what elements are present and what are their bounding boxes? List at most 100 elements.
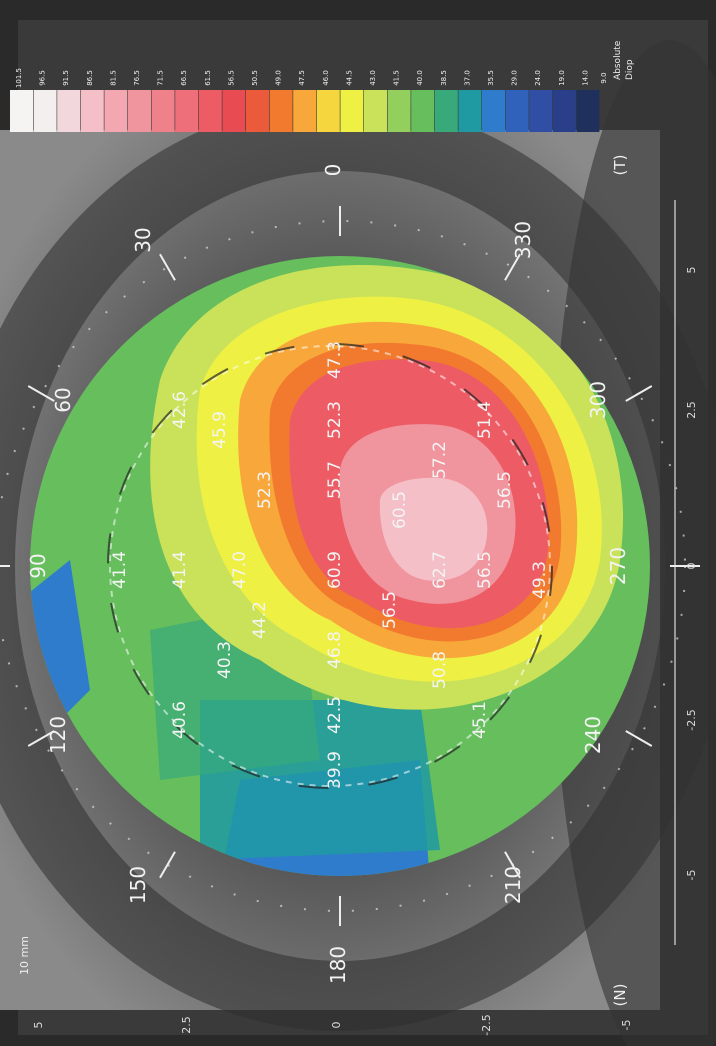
scale-tick-label: 35.5 — [487, 70, 495, 86]
scale-swatch — [505, 90, 529, 132]
curvature-value: 56.5 — [475, 551, 495, 589]
curvature-value: 51.4 — [475, 401, 495, 439]
curvature-value: 56.5 — [380, 591, 400, 629]
axis-bottom-label: -5 — [685, 870, 698, 881]
scale-tick-label: 44.5 — [345, 70, 353, 86]
axis-bottom-labels: 5 2.5 0 -2.5 -5 — [685, 267, 698, 881]
meridian-label: 240 — [581, 716, 605, 754]
curvature-value: 46.8 — [325, 631, 345, 669]
meridian-label: 150 — [126, 866, 150, 904]
scale-swatch — [33, 90, 57, 132]
meridian-label: 180 — [326, 946, 350, 984]
scale-tick-label: 50.5 — [251, 70, 259, 86]
scale-swatch — [57, 90, 81, 132]
axis-left-label: -5 — [620, 1020, 633, 1031]
meridian-tick — [625, 385, 653, 402]
scale-swatch — [10, 90, 33, 132]
curvature-value: 47.0 — [230, 551, 250, 589]
axis-left-labels: 5 2.5 0 -2.5 -5 — [32, 1014, 633, 1035]
scale-tick-label: 101.5 — [15, 68, 23, 88]
scale-unit-sub-label: Diop — [625, 59, 635, 80]
curvature-value: 50.8 — [430, 651, 450, 689]
curvature-value: 49.3 — [530, 561, 550, 599]
corneal-color-map — [30, 256, 650, 876]
scale-tick-label: 96.5 — [39, 70, 47, 86]
scale-tick-label: 86.5 — [86, 70, 94, 86]
scale-swatch — [198, 90, 222, 132]
scale-tick-label: 43.0 — [369, 70, 377, 86]
scale-tick-label: 24.0 — [534, 70, 542, 86]
curvature-value: 47.3 — [325, 341, 345, 379]
scale-swatch — [246, 90, 269, 132]
scale-tick-label: 46.0 — [322, 70, 330, 86]
scale-swatch — [104, 90, 128, 132]
axis-left-label: -2.5 — [480, 1014, 493, 1035]
curvature-value: 62.7 — [430, 551, 450, 589]
scale-tick-label: 81.5 — [109, 70, 117, 86]
corner-scale-label: 10 mm — [18, 936, 31, 975]
curvature-value: 52.3 — [255, 471, 275, 509]
meridian-label: 90 — [26, 553, 50, 578]
axis-bottom-label: 5 — [685, 267, 698, 274]
curvature-value: 40.3 — [215, 641, 235, 679]
meridian-label: 270 — [606, 547, 630, 585]
curvature-value-labels: 47.3 52.3 55.7 52.3 45.9 42.6 51.4 57.2 60.5 60.9… — [110, 341, 550, 789]
temporal-label: (T) — [611, 155, 629, 176]
color-scale: 101.5 96.5 91.5 86.5 81.5 76.5 71.5 66.5 61.5 56.… — [10, 40, 635, 132]
curvature-value: 57.2 — [430, 441, 450, 479]
scale-tick-label: 19.0 — [558, 70, 566, 86]
scale-swatch — [340, 90, 364, 132]
curvature-value: 45.9 — [210, 411, 230, 449]
meridian-tick — [27, 385, 55, 402]
scale-swatch — [552, 90, 576, 132]
meridian-tick — [504, 851, 521, 879]
scale-swatch — [576, 90, 600, 132]
scale-swatch — [269, 90, 293, 132]
scale-tick-label: 29.0 — [511, 70, 519, 86]
scale-swatch — [482, 90, 505, 132]
pupil-outline — [109, 345, 551, 787]
meridian-label: 210 — [501, 866, 525, 904]
meridian-tick — [504, 253, 521, 281]
curvature-value: 55.7 — [325, 461, 345, 499]
curvature-value: 45.1 — [470, 701, 490, 739]
scale-swatch — [222, 90, 246, 132]
scale-swatch — [529, 90, 553, 132]
meridian-tick — [27, 730, 55, 747]
meridian-label: 300 — [586, 381, 610, 419]
scale-tick-label: 66.5 — [180, 70, 188, 86]
scale-tick-label: 37.0 — [463, 70, 471, 86]
scale-swatch — [151, 90, 175, 132]
scale-swatch — [434, 90, 458, 132]
curvature-value: 42.6 — [170, 391, 190, 429]
curvature-value: 60.9 — [325, 551, 345, 589]
meridian-tick — [159, 851, 176, 879]
meridian-label: 0 — [321, 164, 345, 177]
meridian-label: 60 — [51, 387, 75, 412]
axis-bottom-label: 2.5 — [685, 401, 698, 419]
scale-tick-label: 49.0 — [275, 70, 283, 86]
scale-tick-label: 61.5 — [204, 70, 212, 86]
axis-bottom-label: 0 — [685, 563, 698, 570]
meridian-label: 120 — [46, 716, 70, 754]
curvature-value: 41.4 — [110, 551, 130, 589]
curvature-value: 52.3 — [325, 401, 345, 439]
scale-tick-label: 40.0 — [416, 70, 424, 86]
meridian-label: 330 — [511, 221, 535, 259]
scale-swatch — [80, 90, 104, 132]
curvature-value: 40.6 — [170, 701, 190, 739]
axis-left-label: 2.5 — [180, 1016, 193, 1034]
axis-bottom-label: -2.5 — [685, 709, 698, 730]
scale-swatch — [411, 90, 435, 132]
scale-tick-label: 47.5 — [298, 70, 306, 86]
scale-tick-label: 14.0 — [581, 70, 589, 86]
scale-tick-label: 41.5 — [393, 70, 401, 86]
meridian-tick — [159, 253, 176, 281]
scale-swatch — [316, 90, 340, 132]
scale-bottom-label: 9.0 — [600, 72, 608, 83]
meridian-label: 30 — [131, 227, 155, 252]
meridian-labels: 0 30 60 90 120 150 180 210 240 270 300 330 — [26, 164, 630, 984]
curvature-value: 56.5 — [495, 471, 515, 509]
scale-swatch — [364, 90, 387, 132]
